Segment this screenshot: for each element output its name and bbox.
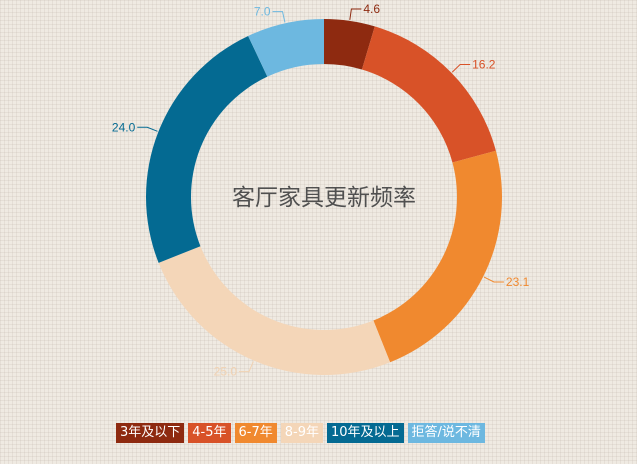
- data-label-0: 4.6: [363, 2, 380, 16]
- slice-1: [361, 26, 496, 163]
- leader-line-0: [349, 8, 362, 20]
- slice-3: [158, 246, 391, 376]
- legend-item-1: 4-5年: [188, 423, 231, 443]
- data-label-3: 25.0: [214, 365, 238, 379]
- data-label-4: 24.0: [112, 120, 136, 134]
- slice-5: [248, 19, 324, 77]
- leader-line-2: [483, 276, 504, 283]
- slice-2: [373, 150, 503, 363]
- chart-legend: 3年及以下 4-5年 6-7年 8-9年 10年及以上 拒答/说不清: [116, 423, 485, 443]
- leader-line-4: [137, 126, 158, 132]
- leader-line-3: [239, 361, 254, 373]
- legend-item-2: 6-7年: [234, 423, 277, 443]
- data-label-2: 23.1: [506, 275, 530, 289]
- chart-leader-lines: [137, 8, 504, 373]
- data-label-1: 16.2: [472, 57, 496, 71]
- slice-4: [146, 35, 268, 263]
- chart-data-labels: 4.6 16.2 23.1 25.0 24.0 7.0: [112, 2, 530, 379]
- leader-line-1: [451, 63, 471, 73]
- leader-line-5: [272, 11, 286, 23]
- legend-item-5: 拒答/说不清: [407, 423, 485, 443]
- legend-item-3: 8-9年: [280, 423, 323, 443]
- slice-0: [324, 19, 375, 70]
- legend-item-4: 10年及以上: [326, 423, 404, 443]
- legend-item-0: 3年及以下: [116, 423, 185, 443]
- chart-slices: [146, 19, 503, 376]
- chart-title: 客厅家具更新频率: [232, 185, 416, 211]
- data-label-5: 7.0: [254, 5, 271, 19]
